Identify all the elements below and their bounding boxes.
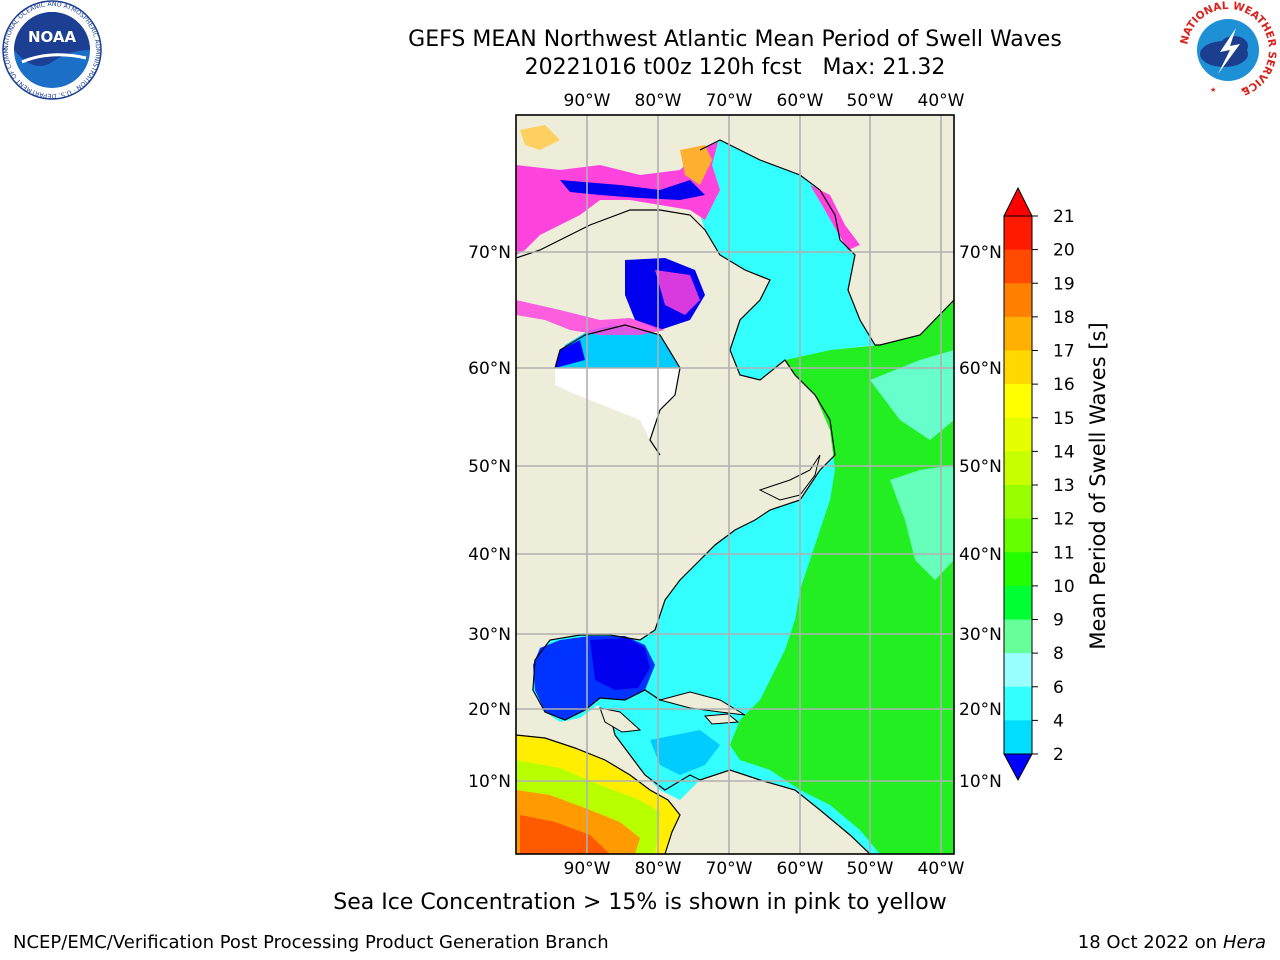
chart-subtitle: 20221016 t00z 120h fcst Max: 21.32 — [524, 55, 946, 80]
map-area — [516, 115, 954, 854]
lat-label-right: 50°N — [959, 457, 1002, 477]
colorbar-segment — [1004, 216, 1032, 251]
colorbar-segment — [1004, 384, 1032, 419]
colorbar-tick-label: 6 — [1053, 678, 1064, 698]
colorbar-tick-label: 20 — [1053, 241, 1075, 261]
lat-label-left: 30°N — [468, 625, 511, 645]
region-ice-yellow — [680, 145, 712, 185]
colorbar-segment — [1004, 283, 1032, 318]
map-axis-labels: 90°W 90°W 80°W 80°W 70°W 70°W 60°W 60°W 50°W 50°W… — [468, 91, 1002, 879]
island-newfoundland — [758, 454, 821, 501]
lon-label-bottom: 90°W — [564, 859, 611, 879]
colorbar-segment — [1004, 350, 1032, 385]
colorbar-tick-label: 4 — [1053, 711, 1064, 731]
lat-label-right: 40°N — [959, 545, 1002, 565]
colorbar-segment — [1004, 585, 1032, 620]
region-labrador-lightgreen — [870, 350, 954, 440]
colorbar-tick-label: 13 — [1053, 476, 1075, 496]
colorbar-segment — [1004, 417, 1032, 452]
colorbar-tick-label: 15 — [1053, 409, 1075, 429]
colorbar-under-arrow — [1003, 753, 1033, 782]
lat-label-right: 60°N — [959, 359, 1002, 379]
footer-date-text: 18 Oct 2022 on — [1077, 932, 1223, 953]
lon-label-bottom: 50°W — [847, 859, 894, 879]
region-gulf-of-mexico-deep — [590, 638, 650, 690]
lat-label-left: 70°N — [468, 243, 511, 263]
svg-text:★: ★ — [1210, 86, 1216, 94]
lon-label-top: 80°W — [635, 91, 682, 111]
lon-label-top: 70°W — [706, 91, 753, 111]
lat-label-left: 20°N — [468, 700, 511, 720]
colorbar-segment — [1004, 451, 1032, 486]
colorbar-segment — [1004, 653, 1032, 688]
region-atlantic-green — [730, 300, 954, 854]
footer-branch: NCEP/EMC/Verification Post Processing Pr… — [13, 932, 609, 953]
colorbar-tick-label: 8 — [1053, 644, 1064, 664]
lat-label-right: 20°N — [959, 700, 1002, 720]
colorbar-tick-label: 2 — [1053, 745, 1064, 765]
coastline-south-america — [516, 734, 681, 854]
coastline-greenland — [699, 139, 954, 346]
map-gridlines — [516, 115, 954, 854]
region-arctic-channels — [560, 180, 705, 200]
colorbar-tick-label: 12 — [1053, 510, 1075, 530]
region-atlantic-lightgreen — [890, 465, 954, 580]
colorbar-tick-label: 21 — [1053, 207, 1075, 227]
colorbar-tick-label: 18 — [1053, 308, 1075, 328]
colorbar-segment — [1004, 686, 1032, 721]
lon-label-bottom: 60°W — [777, 859, 824, 879]
colorbar-segment — [1004, 720, 1032, 755]
svg-text:NOAA: NOAA — [28, 28, 77, 46]
lon-label-top: 90°W — [564, 91, 611, 111]
lat-label-right: 30°N — [959, 625, 1002, 645]
coastline-americas — [516, 209, 871, 854]
colorbar-over-arrow — [1003, 186, 1033, 217]
sea-ice-note: Sea Ice Concentration > 15% is shown in … — [333, 890, 947, 915]
noaa-logo-icon: NATIONAL OCEANIC AND ATMOSPHERIC ADMINIS… — [0, 0, 102, 100]
footer-host: Hera — [1222, 932, 1266, 953]
lat-label-left: 10°N — [468, 772, 511, 792]
footer-date: 18 Oct 2022 on Hera — [1078, 932, 1266, 953]
land-yucatan — [599, 707, 642, 733]
nws-logo: NATIONAL WEATHER SERVICE ★ ★ — [1176, 0, 1280, 104]
colorbar-segment — [1004, 249, 1032, 284]
lat-label-left: 60°N — [468, 359, 511, 379]
chart-title: GEFS MEAN Northwest Atlantic Mean Period… — [408, 27, 1062, 52]
colorbar-segment — [1004, 518, 1032, 553]
svg-text:★: ★ — [1240, 86, 1246, 94]
lon-label-bottom: 40°W — [918, 859, 965, 879]
region-arctic-ice — [516, 142, 720, 255]
colorbar-tick-label: 9 — [1053, 611, 1064, 631]
colorbar-tick-label: 16 — [1053, 375, 1075, 395]
region-caribbean-deep — [650, 730, 720, 775]
map-frame — [515, 114, 955, 855]
region-foxe-ice — [655, 270, 700, 315]
lat-label-left: 40°N — [468, 545, 511, 565]
colorbar-segment — [1004, 485, 1032, 520]
colorbar-tick-label: 14 — [1053, 442, 1075, 462]
lon-label-top: 60°W — [777, 91, 824, 111]
colorbar-segment — [1004, 619, 1032, 654]
colorbar-tick-label: 11 — [1053, 543, 1075, 563]
colorbar-segment — [1004, 552, 1032, 587]
colorbar-tick-label: 10 — [1053, 577, 1075, 597]
lat-label-left: 50°N — [468, 457, 511, 477]
colorbar-tick-label: 19 — [1053, 274, 1075, 294]
region-foxe-deep — [555, 340, 585, 368]
colorbar-tick-label: 17 — [1053, 342, 1075, 362]
colorbar-label: Mean Period of Swell Waves [s] — [1086, 322, 1110, 649]
lon-label-bottom: 80°W — [635, 859, 682, 879]
noaa-logo: NATIONAL OCEANIC AND ATMOSPHERIC ADMINIS… — [0, 0, 104, 104]
region-ice-yellow-nw — [520, 125, 560, 150]
lon-label-top: 50°W — [847, 91, 894, 111]
nws-logo-icon: NATIONAL WEATHER SERVICE ★ ★ — [1178, 0, 1278, 98]
lat-label-right: 70°N — [959, 243, 1002, 263]
lat-label-right: 10°N — [959, 772, 1002, 792]
colorbar: 21 20 19 18 17 16 15 14 13 12 11 10 9 8 6 4 2 — [1003, 186, 1075, 782]
colorbar-segment — [1004, 316, 1032, 351]
lon-label-bottom: 70°W — [706, 859, 753, 879]
coastline-hudson-bay — [554, 324, 681, 456]
lon-label-top: 40°W — [918, 91, 965, 111]
